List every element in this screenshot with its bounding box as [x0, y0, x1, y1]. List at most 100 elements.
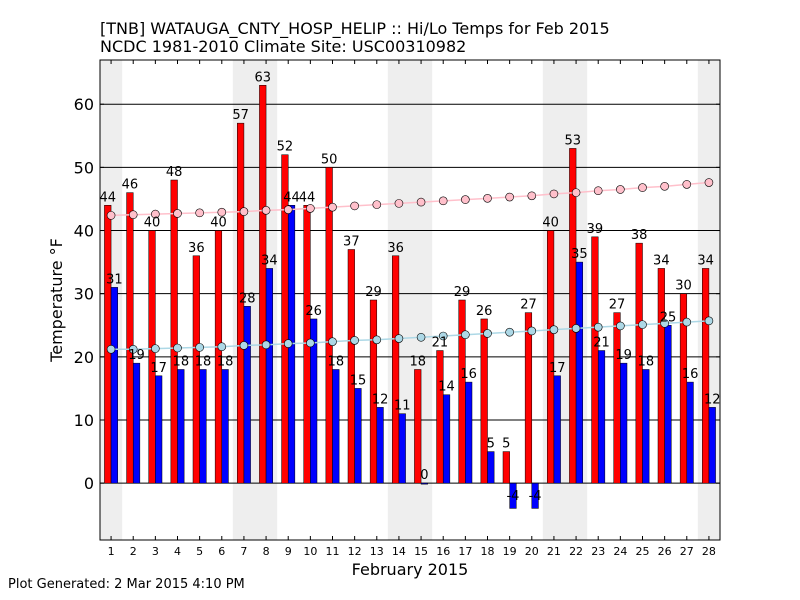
- low-temp-label: 18: [195, 354, 212, 369]
- normal-low-point: [372, 335, 382, 345]
- high-temp-label: 27: [609, 298, 626, 313]
- plot-generated-timestamp: Plot Generated: 2 Mar 2015 4:10 PM: [8, 577, 245, 592]
- x-tick-label: 21: [547, 545, 561, 558]
- low-temp-label: 44: [283, 190, 300, 205]
- normal-high-line: [111, 181, 709, 217]
- high-temp-label: 18: [409, 354, 426, 369]
- high-temp-label: 34: [697, 253, 714, 268]
- x-tick-label: 10: [303, 545, 317, 558]
- high-temp-label: 5: [502, 437, 510, 452]
- low-temp-bar: [265, 268, 273, 484]
- x-tick-label: 25: [636, 545, 650, 558]
- normal-high-point: [372, 200, 382, 209]
- high-temp-bar: [369, 299, 378, 484]
- x-tick-label: 3: [152, 545, 159, 558]
- x-tick-label: 15: [414, 545, 428, 558]
- normal-low-point: [483, 329, 492, 338]
- y-axis-label: Temperature °F: [47, 238, 66, 363]
- normal-high-point: [151, 209, 160, 219]
- low-temp-label: 17: [150, 361, 167, 376]
- high-temp-bar: [237, 122, 245, 484]
- normal-high-point: [660, 182, 669, 191]
- low-temp-bar: [531, 482, 539, 509]
- normal-low-point: [173, 343, 182, 353]
- low-temp-bar: [597, 350, 606, 484]
- high-temp-label: 40: [542, 216, 559, 231]
- normal-high-point: [638, 183, 647, 192]
- normal-low-point: [461, 330, 470, 340]
- x-tick-label: 20: [525, 545, 539, 558]
- x-tick-label: 11: [326, 545, 340, 558]
- y-tick-label: 20: [74, 348, 94, 367]
- high-temp-label: 57: [232, 108, 249, 123]
- normal-low-line: [111, 320, 709, 351]
- normal-high-point: [593, 186, 603, 196]
- high-temp-bar: [458, 299, 466, 484]
- normal-high-point: [505, 192, 514, 202]
- x-tick-label: 7: [240, 545, 247, 558]
- chart-subtitle: NCDC 1981-2010 Climate Site: USC00310982: [100, 37, 467, 56]
- x-tick-label: 4: [174, 545, 181, 558]
- normal-high-point: [438, 196, 448, 206]
- normal-high-point: [195, 208, 204, 218]
- low-temp-bar: [398, 413, 406, 484]
- low-temp-label: 0: [420, 468, 428, 483]
- low-temp-bar: [420, 482, 428, 485]
- normal-high-point: [682, 180, 692, 189]
- low-temp-label: 18: [328, 354, 345, 369]
- low-temp-label: 16: [460, 367, 477, 382]
- high-temp-bar: [569, 148, 577, 484]
- normal-low-point: [306, 338, 315, 348]
- normal-low-point: [239, 341, 249, 350]
- high-temp-bar: [702, 268, 710, 484]
- normal-low-point: [571, 324, 581, 333]
- normal-high-point: [394, 199, 404, 208]
- low-temp-bar: [243, 306, 251, 484]
- x-tick-label: 17: [458, 545, 472, 558]
- normal-low-point: [593, 322, 603, 332]
- low-temp-label: 19: [128, 348, 145, 363]
- high-temp-bar: [104, 205, 112, 484]
- high-temp-label: 29: [365, 285, 382, 300]
- low-temp-label: 34: [261, 253, 278, 268]
- high-temp-label: 44: [299, 190, 316, 205]
- normal-high-point: [173, 209, 182, 218]
- high-temp-bar: [502, 451, 510, 484]
- normal-low-point: [328, 337, 337, 346]
- high-temp-label: 44: [99, 190, 116, 205]
- high-temp-label: 38: [631, 228, 648, 243]
- low-temp-label: 35: [571, 247, 588, 262]
- low-temp-bar: [620, 362, 628, 484]
- high-temp-label: 63: [254, 70, 271, 85]
- x-tick-label: 28: [702, 545, 716, 558]
- x-tick-label: 12: [348, 545, 362, 558]
- low-temp-label: 18: [217, 354, 234, 369]
- high-temp-label: 50: [321, 152, 338, 167]
- high-temp-bar: [392, 255, 400, 484]
- low-temp-label: -4: [529, 489, 542, 504]
- high-temp-bar: [436, 350, 444, 484]
- normal-low-point: [549, 325, 559, 334]
- x-tick-label: 16: [436, 545, 450, 558]
- high-temp-label: 27: [520, 298, 537, 313]
- low-temp-label: 31: [106, 272, 123, 287]
- high-temp-bar: [347, 249, 355, 484]
- low-temp-bar: [708, 407, 716, 484]
- high-temp-bar: [547, 230, 555, 484]
- normal-high-point: [350, 201, 359, 211]
- plot-frame: [99, 59, 721, 541]
- normal-high-point: [616, 185, 625, 194]
- normal-high-point: [261, 206, 271, 215]
- normal-low-point: [527, 326, 537, 336]
- low-temp-bar: [442, 394, 451, 484]
- y-tick-label: 30: [74, 285, 94, 304]
- y-tick-label: 0: [84, 474, 94, 493]
- normal-high-point: [306, 204, 315, 213]
- high-temp-bar: [414, 369, 422, 484]
- chart-title: [TNB] WATAUGA_CNTY_HOSP_HELIP :: Hi/Lo T…: [100, 19, 610, 38]
- low-temp-bar: [575, 261, 583, 484]
- x-tick-label: 23: [591, 545, 605, 558]
- high-temp-bar: [148, 230, 156, 484]
- low-temp-bar: [465, 381, 473, 484]
